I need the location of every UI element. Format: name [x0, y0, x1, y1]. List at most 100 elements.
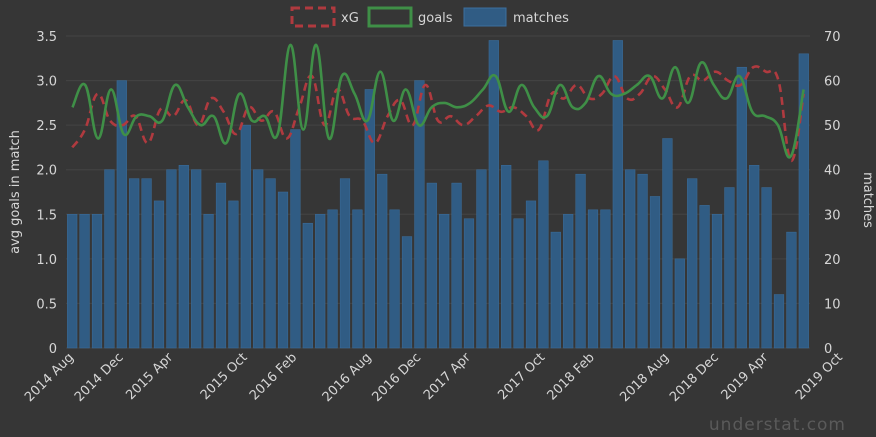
matches-bar [612, 40, 623, 349]
x-tick-label: 2019 Apr [719, 350, 772, 403]
y-left-tick-label: 3.0 [36, 75, 57, 90]
matches-bar [302, 222, 313, 349]
matches-bar [538, 160, 549, 349]
y-axis-left-title: avg goals in match [8, 130, 23, 254]
matches-bar [265, 178, 276, 349]
matches-bar [67, 214, 78, 349]
x-tick-label: 2015 Apr [123, 350, 176, 403]
y-left-tick-label: 1.0 [36, 253, 57, 268]
x-tick-label: 2018 Aug [617, 350, 672, 405]
matches-bar [501, 165, 512, 349]
x-tick-label: 2016 Feb [247, 350, 300, 403]
matches-bar [637, 173, 648, 349]
legend-swatch-matches [463, 7, 507, 27]
legend: xG goals matches [290, 6, 569, 28]
y-right-tick-label: 50 [824, 119, 841, 134]
matches-bar [414, 80, 425, 349]
matches-bar [699, 205, 710, 349]
matches-bar [215, 182, 227, 349]
y-left-tick-label: 2.5 [36, 119, 57, 134]
matches-bar [315, 214, 326, 349]
matches-bar [724, 187, 735, 349]
matches-bar [327, 209, 338, 349]
y-right-tick-label: 60 [824, 75, 841, 90]
matches-bar [563, 214, 574, 349]
legend-label: xG [341, 11, 359, 26]
matches-bar [662, 138, 673, 349]
matches-bar [191, 169, 202, 349]
matches-bar [253, 169, 264, 349]
legend-label: matches [513, 11, 569, 26]
x-tick-label: 2017 Apr [421, 350, 474, 403]
matches-bar [600, 209, 611, 349]
matches-bar [525, 200, 537, 349]
matches-bar [687, 178, 698, 349]
y-left-tick-label: 0.5 [36, 297, 57, 312]
x-tick-label: 2017 Oct [495, 350, 548, 403]
y-left-tick-label: 1.5 [36, 208, 57, 223]
matches-bar [104, 169, 115, 349]
y-left-tick-label: 2.0 [36, 164, 57, 179]
y-right-tick-label: 30 [824, 208, 841, 223]
watermark: understat.com [709, 415, 846, 435]
matches-bar [178, 165, 189, 349]
matches-bar [575, 173, 586, 349]
matches-bar [587, 209, 599, 349]
matches-bar [277, 191, 289, 349]
x-tick-label: 2018 Feb [545, 350, 598, 403]
matches-bar [798, 53, 809, 349]
matches-bar [451, 182, 462, 349]
y-right-tick-label: 0 [824, 342, 832, 357]
y-right-tick-label: 70 [824, 30, 841, 45]
matches-bar [513, 218, 524, 349]
legend-label: goals [418, 11, 453, 26]
matches-bar [339, 178, 351, 349]
matches-bar [749, 165, 760, 349]
x-tick-label: 2016 Aug [320, 350, 375, 405]
matches-bar [786, 231, 797, 349]
y-axis-right: 0 10 20 30 40 50 60 70 [824, 30, 841, 357]
x-tick-label: 2014 Aug [22, 350, 77, 405]
matches-bar [476, 169, 487, 349]
matches-bar [773, 294, 785, 349]
matches-bar [439, 214, 450, 349]
matches-bar [290, 129, 301, 349]
matches-bar [91, 214, 103, 349]
matches-bar [141, 178, 152, 349]
y-axis-right-title: matches [860, 172, 875, 228]
matches-bar [761, 187, 772, 349]
x-tick-label: 2019 Oct [793, 350, 846, 403]
legend-swatch-xg [290, 6, 336, 28]
matches-bar [550, 231, 561, 349]
legend-swatch-goals [367, 6, 413, 28]
matches-bar [736, 66, 747, 349]
y-left-tick-label: 3.5 [36, 30, 57, 45]
matches-bar [166, 169, 177, 349]
matches-bar [711, 214, 723, 349]
y-left-tick-label: 0 [49, 342, 57, 357]
matches-bar [674, 258, 685, 349]
series-lines [71, 43, 805, 163]
matches-bar [488, 40, 499, 349]
matches-bar [203, 214, 214, 349]
matches-bar [377, 173, 388, 349]
matches-bar [352, 209, 363, 349]
matches-bar [649, 196, 661, 349]
x-tick-label: 2014 Dec [72, 350, 127, 405]
gridlines [66, 35, 810, 349]
matches-bar [129, 178, 140, 349]
matches-bar [116, 80, 127, 349]
matches-bar [79, 214, 90, 349]
y-right-tick-label: 10 [824, 297, 841, 312]
matches-bars [67, 40, 809, 349]
x-tick-label: 2016 Dec [370, 350, 425, 405]
x-tick-label: 2018 Dec [667, 350, 722, 405]
matches-bar [401, 236, 413, 349]
matches-bar [463, 218, 475, 349]
matches-bar [625, 169, 636, 349]
matches-bar [364, 89, 375, 349]
matches-bar [228, 200, 239, 349]
y-right-tick-label: 40 [824, 164, 841, 179]
